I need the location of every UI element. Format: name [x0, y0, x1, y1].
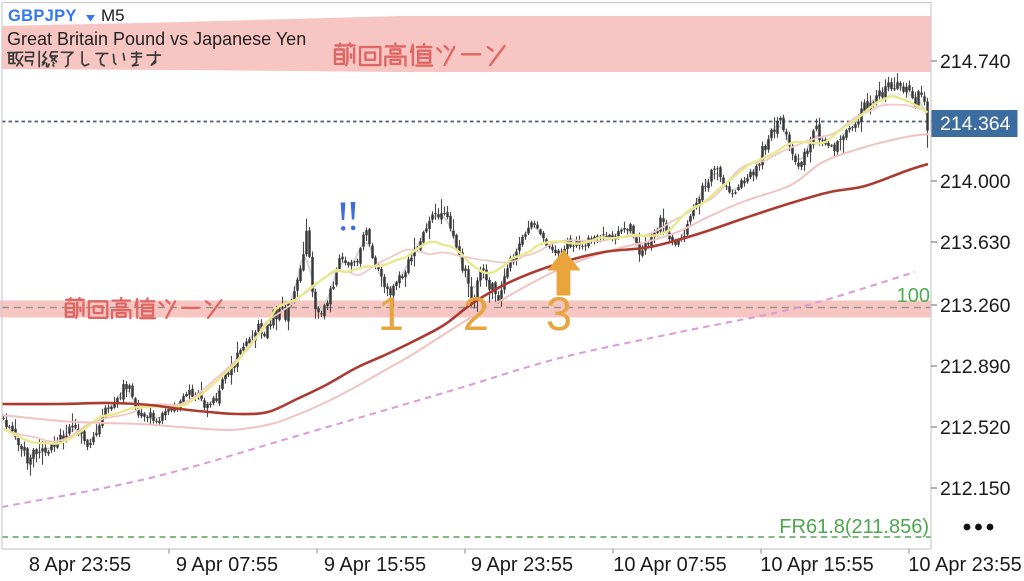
svg-text:Great Britain Pound vs Japanes: Great Britain Pound vs Japanese Yen [7, 29, 306, 49]
svg-text:212.890: 212.890 [940, 356, 1011, 378]
svg-text:100: 100 [897, 285, 930, 307]
svg-text:8 Apr 23:55: 8 Apr 23:55 [29, 554, 131, 576]
svg-text:10 Apr 07:55: 10 Apr 07:55 [613, 554, 726, 576]
svg-text:9 Apr 23:55: 9 Apr 23:55 [471, 554, 573, 576]
svg-text:M5: M5 [101, 6, 125, 25]
svg-text:213.260: 213.260 [940, 295, 1011, 317]
svg-text:10 Apr 23:55: 10 Apr 23:55 [908, 554, 1021, 576]
svg-text:9 Apr 07:55: 9 Apr 07:55 [176, 554, 278, 576]
svg-text:212.520: 212.520 [940, 417, 1011, 439]
svg-text:FR61.8(211.856): FR61.8(211.856) [779, 516, 929, 538]
svg-text:GBPJPY: GBPJPY [8, 7, 77, 25]
svg-text:3: 3 [546, 287, 572, 340]
svg-text:2: 2 [463, 287, 489, 340]
svg-text:214.364: 214.364 [940, 113, 1011, 135]
svg-text:10 Apr 15:55: 10 Apr 15:55 [760, 554, 873, 576]
svg-text:214.000: 214.000 [940, 171, 1011, 193]
svg-text:214.740: 214.740 [940, 51, 1011, 73]
svg-text:212.150: 212.150 [940, 478, 1011, 500]
svg-text:213.630: 213.630 [940, 232, 1011, 254]
svg-text:9 Apr 15:55: 9 Apr 15:55 [324, 554, 426, 576]
svg-text:1: 1 [378, 287, 404, 340]
